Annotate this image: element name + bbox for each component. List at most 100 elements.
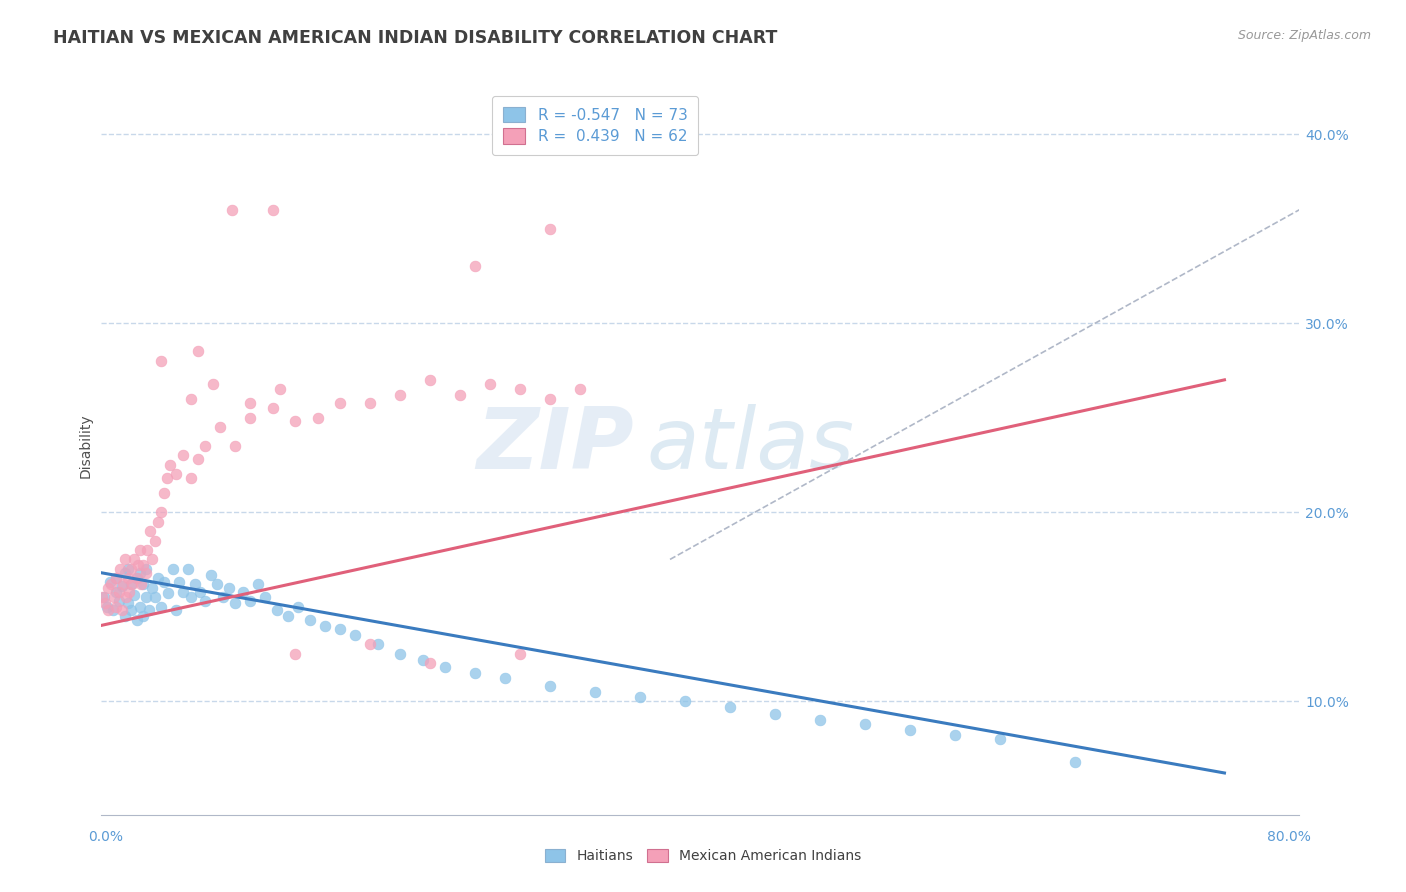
Point — [159, 458, 181, 472]
Point — [673, 694, 696, 708]
Point — [131, 609, 153, 624]
Point — [101, 603, 124, 617]
Point — [307, 410, 329, 425]
Point — [389, 647, 412, 661]
Point — [135, 562, 157, 576]
Point — [569, 382, 592, 396]
Text: 0.0%: 0.0% — [89, 830, 124, 844]
Point — [104, 571, 127, 585]
Point — [262, 202, 284, 217]
Point — [188, 584, 211, 599]
Point — [176, 562, 198, 576]
Point — [97, 603, 120, 617]
Point — [125, 571, 148, 585]
Point — [146, 571, 169, 585]
Text: 80.0%: 80.0% — [1267, 830, 1310, 844]
Point — [583, 684, 606, 698]
Point — [122, 588, 145, 602]
Point — [104, 571, 127, 585]
Point — [108, 562, 131, 576]
Point — [254, 591, 277, 605]
Text: HAITIAN VS MEXICAN AMERICAN INDIAN DISABILITY CORRELATION CHART: HAITIAN VS MEXICAN AMERICAN INDIAN DISAB… — [53, 29, 778, 46]
Point — [110, 603, 132, 617]
Point — [141, 581, 163, 595]
Point — [121, 577, 143, 591]
Point — [94, 596, 117, 610]
Point — [179, 392, 201, 406]
Point — [239, 410, 262, 425]
Point — [117, 571, 139, 585]
Point — [344, 628, 367, 642]
Point — [128, 543, 150, 558]
Point — [763, 707, 786, 722]
Point — [110, 579, 132, 593]
Point — [127, 558, 149, 572]
Point — [152, 486, 174, 500]
Point — [287, 599, 309, 614]
Point — [494, 672, 516, 686]
Point — [628, 690, 651, 705]
Point — [162, 562, 184, 576]
Point — [118, 584, 141, 599]
Legend: R = -0.547   N = 73, R =  0.439   N = 62: R = -0.547 N = 73, R = 0.439 N = 62 — [492, 96, 699, 155]
Point — [329, 623, 352, 637]
Point — [149, 599, 172, 614]
Point — [100, 577, 122, 591]
Point — [988, 731, 1011, 746]
Point — [277, 609, 299, 624]
Point — [284, 414, 307, 428]
Point — [172, 584, 194, 599]
Point — [152, 575, 174, 590]
Point — [125, 613, 148, 627]
Point — [104, 599, 127, 614]
Point — [104, 584, 127, 599]
Point — [136, 543, 159, 558]
Text: Source: ZipAtlas.com: Source: ZipAtlas.com — [1237, 29, 1371, 42]
Point — [187, 344, 209, 359]
Point — [141, 552, 163, 566]
Point — [114, 552, 136, 566]
Point — [165, 467, 187, 482]
Point — [853, 716, 876, 731]
Point — [120, 603, 142, 617]
Point — [172, 449, 194, 463]
Point — [194, 594, 217, 608]
Point — [131, 558, 153, 572]
Point — [359, 637, 381, 651]
Point — [246, 577, 269, 591]
Point — [1063, 755, 1085, 769]
Text: ZIP: ZIP — [477, 404, 634, 488]
Point — [479, 376, 502, 391]
Point — [464, 260, 486, 274]
Point — [419, 373, 441, 387]
Point — [114, 566, 136, 580]
Legend: Haitians, Mexican American Indians: Haitians, Mexican American Indians — [538, 844, 868, 869]
Y-axis label: Disability: Disability — [79, 414, 93, 478]
Point — [232, 584, 254, 599]
Point — [135, 591, 157, 605]
Point — [179, 471, 201, 485]
Point — [128, 566, 150, 580]
Point — [143, 591, 166, 605]
Point — [135, 566, 157, 580]
Point — [125, 571, 148, 585]
Point — [98, 575, 121, 590]
Point — [299, 613, 322, 627]
Point — [266, 603, 288, 617]
Point — [808, 713, 831, 727]
Point — [200, 567, 222, 582]
Point — [509, 382, 531, 396]
Point — [509, 647, 531, 661]
Point — [224, 596, 246, 610]
Point — [538, 679, 561, 693]
Point — [538, 221, 561, 235]
Point — [224, 439, 246, 453]
Text: atlas: atlas — [645, 404, 853, 488]
Point — [179, 591, 201, 605]
Point — [212, 591, 235, 605]
Point — [201, 376, 224, 391]
Point — [943, 728, 966, 742]
Point — [262, 401, 284, 416]
Point — [184, 577, 207, 591]
Point — [139, 524, 162, 538]
